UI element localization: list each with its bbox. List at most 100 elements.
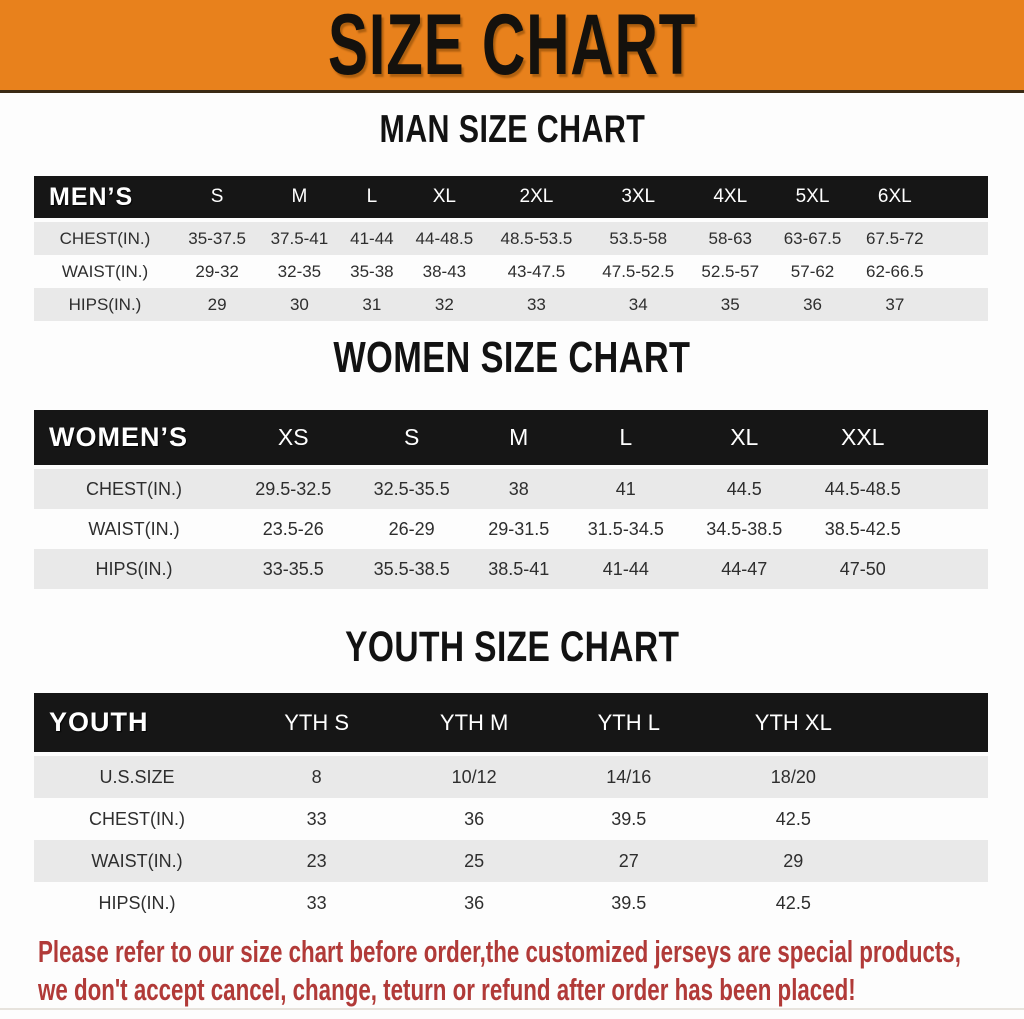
man-size-chart-title-text: MAN SIZE CHART (379, 108, 645, 151)
women-row-spacer (922, 509, 988, 549)
youth-row-label-chest-in: CHEST(IN.) (89, 808, 185, 829)
men-waist-in-6xl: 62-66.5 (865, 261, 924, 281)
youth-row-spacer (884, 840, 988, 882)
men-hips-in-l: 31 (340, 288, 404, 321)
youth-chest-in-yth-m: 36 (464, 808, 485, 829)
men-hips-in-xl: 32 (403, 288, 486, 321)
women-header-spacer (922, 410, 988, 469)
page-bottom-edge (0, 1008, 1024, 1010)
youth-column-yth-s: YTH S (240, 693, 394, 756)
youth-row-spacer (884, 798, 988, 840)
women-waist-in-l: 31.5-34.5 (587, 518, 664, 539)
women-chest-in-m: 38 (470, 467, 567, 509)
women-column-l: L (566, 410, 686, 469)
youth-u-s-size-yth-l: 14/16 (554, 754, 703, 798)
men-row-chest-in: CHEST(IN.) 35-37.5 37.5-41 41-44 44-48.5 48.5… (34, 220, 988, 255)
women-waist-in-s: 26-29 (388, 518, 435, 539)
men-waist-in-s: 29-32 (195, 261, 239, 281)
women-waist-in-m: 29-31.5 (488, 518, 550, 539)
women-chest-in-s: 32.5-35.5 (352, 467, 471, 509)
women-row-label-chest-in: CHEST(IN.) (34, 467, 234, 509)
men-chest-in-4xl: 58-63 (689, 220, 772, 255)
women-row-spacer (922, 467, 988, 509)
men-row-label-hips-in: HIPS(IN.) (34, 288, 176, 321)
men-column-2xl: 2XL (485, 176, 588, 222)
men-column-6xl: 6XL (853, 176, 936, 222)
youth-row-label-waist-in: WAIST(IN.) (34, 840, 240, 882)
men-row-spacer (936, 220, 988, 255)
women-row-chest-in: CHEST(IN.) 29.5-32.5 32.5-35.5 38 41 44.5 44.5… (34, 467, 988, 509)
women-chest-in-xs: 29.5-32.5 (234, 467, 353, 509)
youth-column-yth-m: YTH M (393, 693, 555, 756)
women-hips-in-s: 35.5-38.5 (352, 549, 471, 589)
men-column-3xl: 3XL (587, 176, 690, 222)
youth-u-s-size-yth-xl: 18/20 (702, 754, 884, 798)
men-hips-in-5xl: 36 (771, 288, 854, 321)
men-waist-in-xl: 38-43 (422, 261, 467, 281)
men-chest-in-2xl: 48.5-53.5 (485, 220, 588, 255)
youth-row-hips-in: HIPS(IN.) 33 36 39.5 42.5 (34, 882, 988, 924)
men-hips-in-2xl: 33 (485, 288, 588, 321)
men-header-row: MEN’S S M L XL 2XL 3XL 4XL 5XL 6XL (34, 176, 988, 222)
men-chest-in-m: 37.5-41 (258, 220, 341, 255)
youth-hips-in-yth-s: 33 (306, 892, 327, 913)
men-chest-in-s: 35-37.5 (176, 220, 259, 255)
youth-size-table: YOUTH YTH S YTH M YTH L YTH XL U.S.SIZE 8 10/12… (34, 693, 988, 924)
women-column-xl: XL (685, 410, 804, 469)
men-hips-in-s: 29 (176, 288, 259, 321)
youth-header-label: YOUTH (34, 693, 240, 756)
youth-chest-in-yth-s: 33 (306, 808, 327, 829)
youth-row-spacer (884, 882, 988, 924)
women-column-s: S (352, 410, 471, 469)
youth-hips-in-yth-l: 39.5 (611, 892, 647, 913)
youth-row-u-s-size: U.S.SIZE 8 10/12 14/16 18/20 (34, 754, 988, 798)
youth-row-label-u-s-size: U.S.SIZE (34, 754, 240, 798)
youth-waist-in-yth-xl: 29 (702, 840, 884, 882)
men-column-5xl: 5XL (771, 176, 854, 222)
youth-size-chart-title-text: YOUTH SIZE CHART (344, 623, 680, 671)
women-column-xxl: XXL (803, 410, 922, 469)
youth-header-spacer (884, 693, 988, 756)
men-size-table: MEN’S S M L XL 2XL 3XL 4XL 5XL 6XL CHEST(IN.) 35-37… (34, 176, 988, 321)
men-column-4xl: 4XL (689, 176, 772, 222)
youth-hips-in-yth-m: 36 (464, 892, 485, 913)
disclaimer-text: Please refer to our size chart before or… (38, 933, 1024, 1009)
men-row-waist-in: WAIST(IN.) 29-32 32-35 35-38 38-43 43-47.5 47.… (34, 255, 988, 288)
youth-chest-in-yth-l: 39.5 (611, 808, 647, 829)
women-waist-in-xl: 34.5-38.5 (706, 518, 783, 539)
women-chest-in-xxl: 44.5-48.5 (803, 467, 922, 509)
men-chest-in-5xl: 63-67.5 (771, 220, 854, 255)
youth-waist-in-yth-m: 25 (393, 840, 555, 882)
youth-u-s-size-yth-s: 8 (240, 754, 394, 798)
youth-row-waist-in: WAIST(IN.) 23 25 27 29 (34, 840, 988, 882)
youth-row-label-hips-in: HIPS(IN.) (98, 892, 176, 913)
men-header-label: MEN’S (34, 176, 176, 222)
men-chest-in-l: 41-44 (340, 220, 404, 255)
women-column-xs: XS (234, 410, 353, 469)
men-column-xl: XL (403, 176, 486, 222)
men-waist-in-5xl: 57-62 (790, 261, 835, 281)
men-row-spacer (936, 288, 988, 321)
men-hips-in-4xl: 35 (689, 288, 772, 321)
youth-hips-in-yth-xl: 42.5 (775, 892, 811, 913)
women-chest-in-xl: 44.5 (685, 467, 804, 509)
women-chest-in-l: 41 (566, 467, 686, 509)
men-waist-in-4xl: 52.5-57 (701, 261, 760, 281)
women-hips-in-m: 38.5-41 (470, 549, 567, 589)
men-column-l: L (340, 176, 404, 222)
youth-waist-in-yth-s: 23 (240, 840, 394, 882)
men-waist-in-m: 32-35 (277, 261, 322, 281)
women-header-label: WOMEN’S (34, 410, 234, 469)
women-row-label-waist-in: WAIST(IN.) (88, 518, 180, 539)
women-size-chart-title: WOMEN SIZE CHART (0, 333, 1024, 383)
women-hips-in-l: 41-44 (566, 549, 686, 589)
women-hips-in-xl: 44-47 (685, 549, 804, 589)
women-row-waist-in: WAIST(IN.) 23.5-26 26-29 29-31.5 31.5-34.5 34… (34, 509, 988, 549)
women-header-row: WOMEN’S XS S M L XL XXL (34, 410, 988, 469)
men-header-spacer (936, 176, 988, 222)
men-column-m: M (258, 176, 341, 222)
men-row-label-chest-in: CHEST(IN.) (34, 220, 176, 255)
women-hips-in-xxl: 47-50 (803, 549, 922, 589)
youth-waist-in-yth-l: 27 (554, 840, 703, 882)
youth-chest-in-yth-xl: 42.5 (775, 808, 811, 829)
